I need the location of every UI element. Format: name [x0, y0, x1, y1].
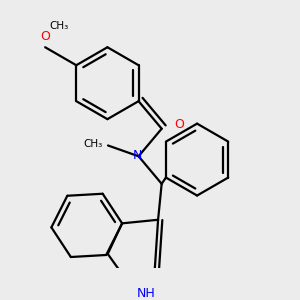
Text: CH₃: CH₃ — [83, 139, 102, 148]
Text: N: N — [133, 149, 142, 162]
Text: O: O — [174, 118, 184, 131]
Text: NH: NH — [137, 286, 156, 300]
Text: O: O — [40, 31, 50, 44]
Text: CH₃: CH₃ — [49, 21, 68, 31]
